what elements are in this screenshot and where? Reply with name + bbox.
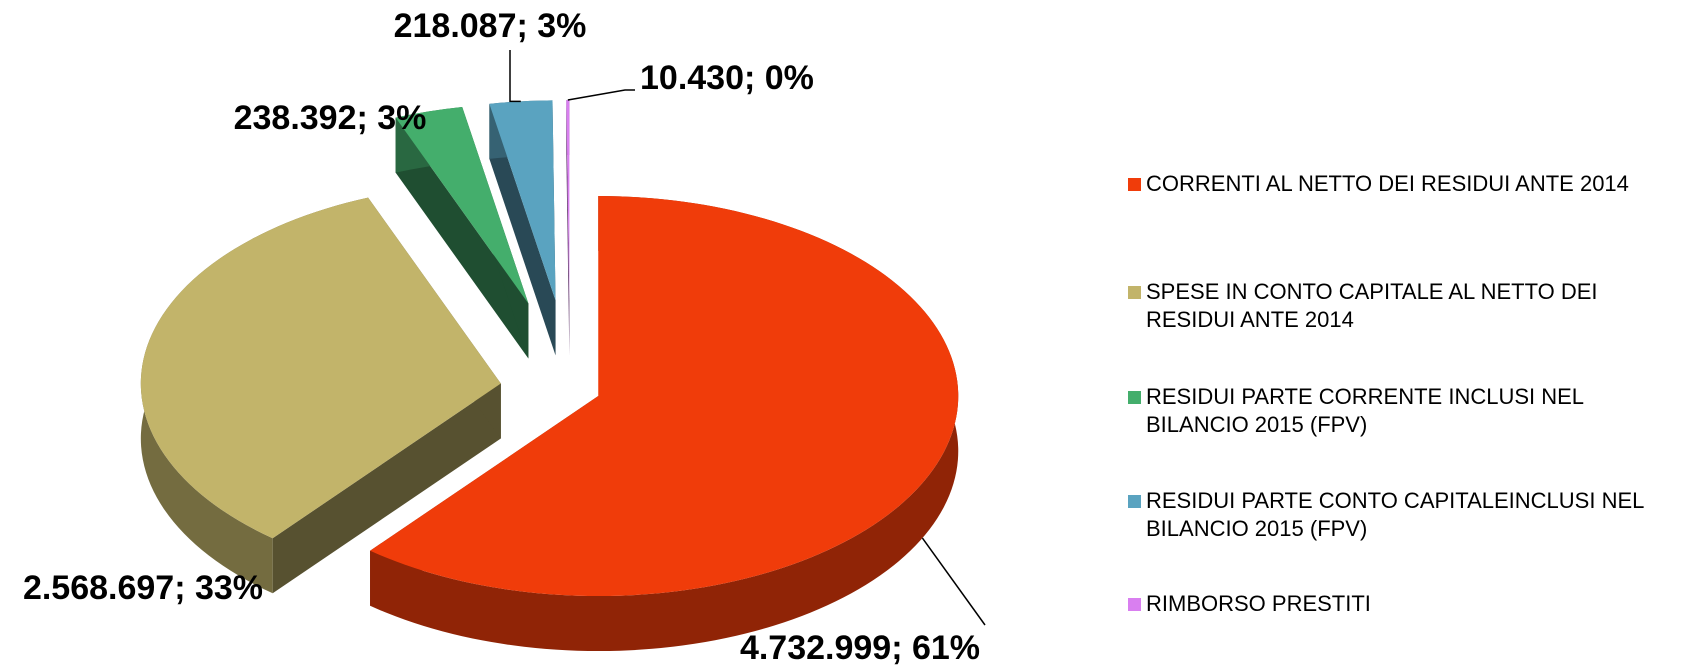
data-label: 218.087; 3% <box>394 7 587 45</box>
slice-top <box>566 100 570 301</box>
slice-wall <box>272 383 501 594</box>
legend-swatch <box>1128 495 1141 508</box>
data-label: 10.430; 0% <box>640 59 814 97</box>
slice-wall <box>395 117 529 359</box>
slice-top <box>370 196 959 597</box>
slice <box>140 197 501 594</box>
data-label: 238.392; 3% <box>234 99 427 137</box>
slice-top <box>395 106 529 304</box>
legend-label: SPESE IN CONTO CAPITALE AL NETTO DEI RES… <box>1146 279 1598 332</box>
legend-label: RIMBORSO PRESTITI <box>1146 591 1371 616</box>
legend-item: RESIDUI PARTE CORRENTE INCLUSI NEL BILAN… <box>1128 383 1688 439</box>
legend-swatch <box>1128 286 1141 299</box>
slice <box>489 100 556 356</box>
legend-item: SPESE IN CONTO CAPITALE AL NETTO DEI RES… <box>1128 278 1688 334</box>
data-label: 2.568.697; 33% <box>23 569 263 607</box>
leader-line <box>921 537 986 626</box>
legend-swatch <box>1128 178 1141 191</box>
slice-side <box>370 196 959 652</box>
slice-wall <box>566 100 570 356</box>
slice <box>566 100 570 356</box>
slice <box>395 106 529 359</box>
legend-label: RESIDUI PARTE CORRENTE INCLUSI NEL BILAN… <box>1146 384 1584 437</box>
slice-top <box>140 197 501 539</box>
legend-item: RIMBORSO PRESTITI <box>1128 590 1688 618</box>
data-label: 4.732.999; 61% <box>740 629 980 667</box>
leader-line <box>567 89 635 101</box>
leader-line <box>509 50 521 103</box>
legend-label: RESIDUI PARTE CONTO CAPITALEINCLUSI NEL … <box>1146 488 1644 541</box>
slice-wall <box>489 103 556 356</box>
legend-item: RESIDUI PARTE CONTO CAPITALEINCLUSI NEL … <box>1128 487 1688 543</box>
legend-swatch <box>1128 391 1141 404</box>
legend-swatch <box>1128 598 1141 611</box>
legend-item: CORRENTI AL NETTO DEI RESIDUI ANTE 2014 <box>1128 170 1688 198</box>
slice <box>370 196 959 652</box>
legend-label: CORRENTI AL NETTO DEI RESIDUI ANTE 2014 <box>1146 171 1629 196</box>
slice-top <box>489 100 556 301</box>
